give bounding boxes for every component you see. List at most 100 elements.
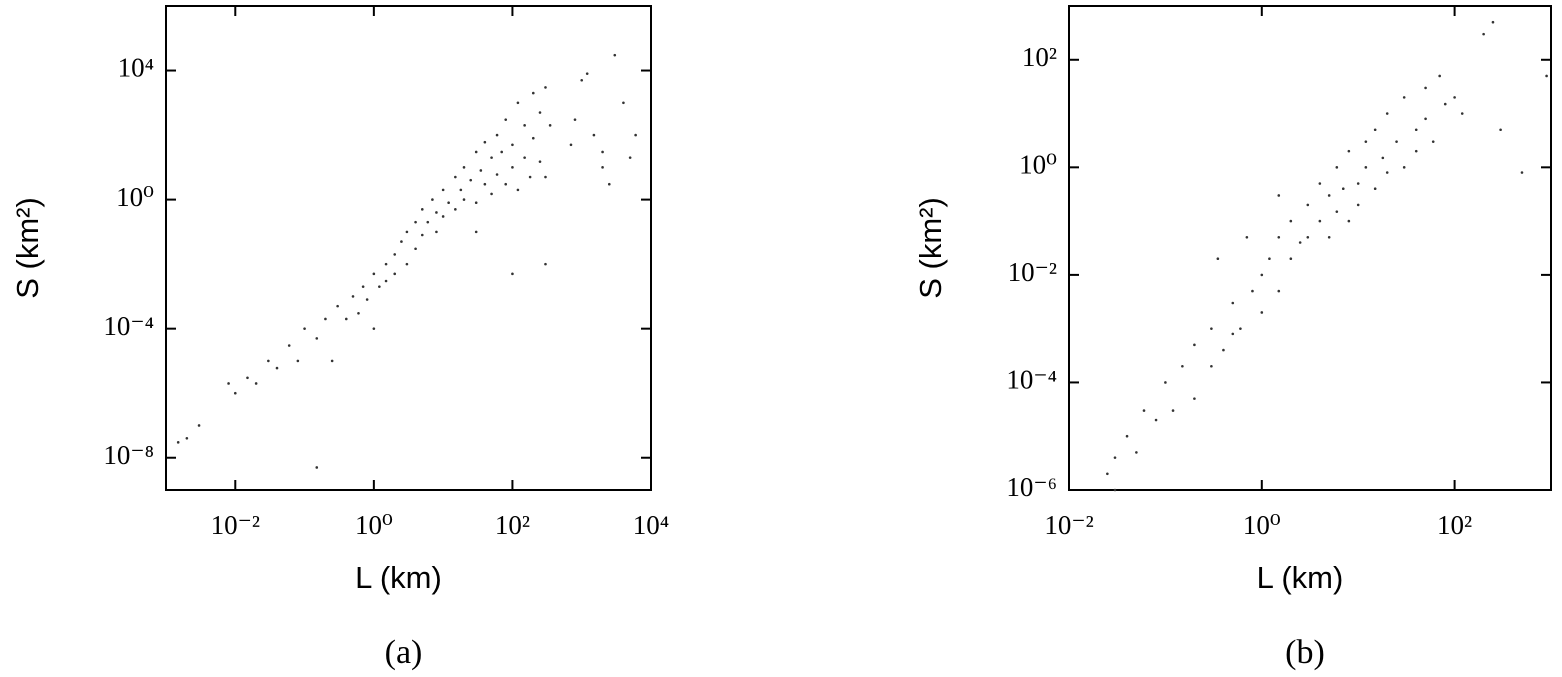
point [1318, 219, 1322, 223]
point [351, 295, 355, 298]
point [1381, 156, 1385, 160]
point [393, 253, 397, 256]
chart: 10⁻² 10⁰ 10² 10⁻⁶ 10⁻⁴ 10⁻² 10⁰ 10² L (km) S (km²… [913, 5, 1552, 671]
point [483, 182, 487, 186]
point [1113, 456, 1117, 459]
point [1260, 311, 1264, 314]
point [1545, 74, 1548, 78]
point [504, 118, 508, 121]
point [544, 262, 547, 266]
point [531, 91, 535, 95]
point [393, 272, 397, 276]
point [1289, 257, 1293, 261]
point [275, 366, 279, 370]
point [1347, 149, 1351, 153]
point [384, 262, 388, 266]
point [607, 182, 611, 186]
point [479, 169, 483, 172]
point [483, 140, 487, 144]
point [516, 101, 520, 105]
point [528, 175, 532, 179]
point [336, 304, 339, 308]
point [1135, 451, 1138, 454]
point [1414, 128, 1418, 132]
point [1356, 203, 1360, 207]
point [1327, 194, 1331, 197]
x-tick-label: 10² [1437, 510, 1472, 540]
y-tick-label: 10⁻² [1008, 257, 1057, 287]
point [197, 424, 201, 427]
point [1395, 140, 1398, 143]
point [548, 124, 552, 127]
point [1298, 241, 1302, 244]
point [365, 298, 369, 301]
point [1164, 381, 1167, 384]
point [1482, 32, 1485, 36]
point [511, 272, 514, 276]
point [585, 72, 589, 75]
point [1335, 210, 1339, 213]
point [233, 391, 237, 395]
point [1222, 348, 1225, 352]
point [420, 233, 424, 237]
point [1356, 182, 1360, 185]
point [447, 201, 450, 205]
point [1402, 96, 1406, 99]
point [1125, 434, 1129, 438]
point [1113, 488, 1117, 492]
point [474, 230, 478, 234]
point [1335, 166, 1339, 169]
point [357, 311, 360, 315]
point [1231, 301, 1235, 305]
x-axis-label: L (km) [355, 560, 442, 595]
point [267, 359, 270, 363]
y-tick-label: 10⁻⁴ [1006, 365, 1057, 395]
point [1443, 102, 1447, 106]
point [1106, 472, 1109, 476]
point [287, 344, 291, 347]
point [227, 382, 230, 385]
point [462, 198, 466, 201]
point [1364, 166, 1368, 169]
point [400, 240, 403, 243]
point [1364, 140, 1368, 143]
point [1277, 289, 1281, 293]
point [1402, 166, 1406, 169]
point [573, 118, 577, 121]
point [1385, 112, 1389, 115]
point [523, 156, 526, 159]
point [601, 166, 604, 169]
y-tick-label: 10⁻⁸ [103, 440, 154, 470]
point [1373, 128, 1377, 132]
point [1245, 235, 1249, 239]
point [569, 143, 573, 147]
point [1424, 117, 1427, 121]
point [372, 272, 376, 276]
point [1210, 327, 1213, 330]
point [1171, 409, 1175, 412]
point [441, 188, 445, 192]
point [490, 156, 493, 159]
point [580, 78, 584, 82]
point [1414, 149, 1418, 153]
point [431, 198, 434, 201]
point [1385, 171, 1389, 174]
x-tick-label: 10⁴ [633, 510, 669, 540]
x-tick-label: 10⁻² [211, 510, 260, 540]
point [361, 285, 365, 288]
point [1142, 409, 1146, 412]
point [1239, 327, 1242, 330]
point [1231, 332, 1235, 336]
point [414, 220, 417, 224]
point [592, 133, 596, 137]
plot-frame [1068, 5, 1552, 491]
point [538, 160, 542, 163]
x-tick-label: 10⁰ [355, 510, 393, 540]
point [405, 262, 409, 266]
point [405, 230, 409, 234]
point [1210, 364, 1213, 368]
point [315, 466, 319, 469]
point [435, 230, 438, 234]
point [500, 150, 503, 154]
point [378, 285, 381, 288]
